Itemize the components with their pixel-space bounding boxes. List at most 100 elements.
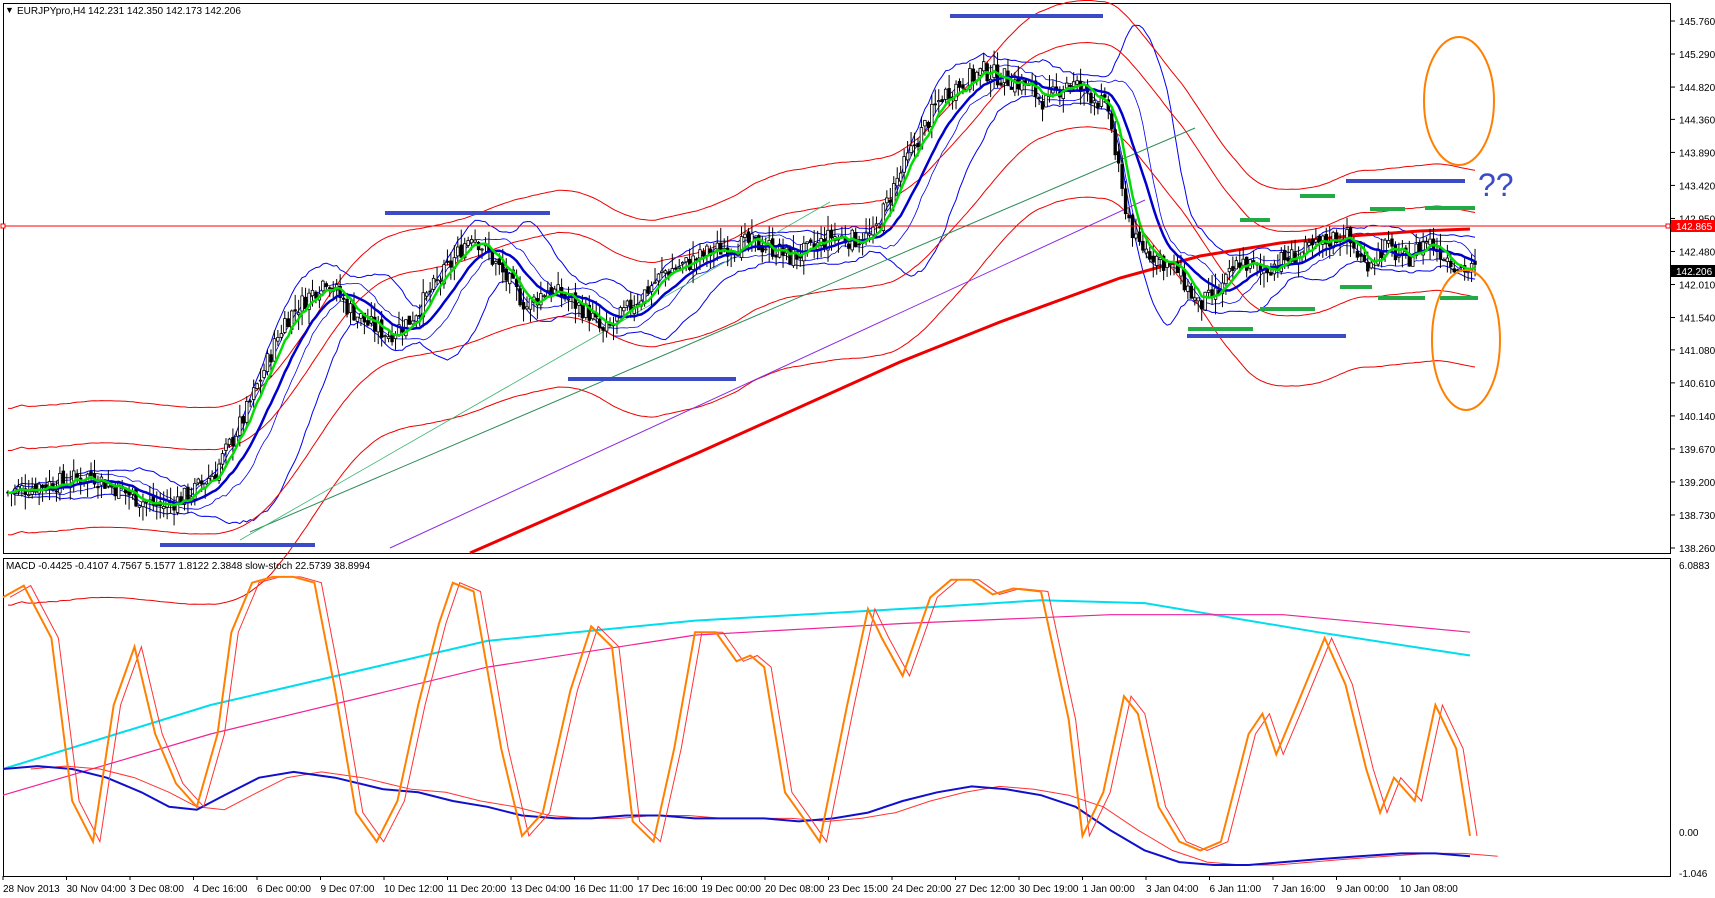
candle-body xyxy=(1269,272,1273,276)
candle-body xyxy=(1044,95,1048,108)
price-axis: 145.760 145.290 144.820 144.360 143.890 143.4… xyxy=(1670,17,1715,555)
candle-body xyxy=(1241,258,1245,266)
candle-body xyxy=(580,303,585,319)
time-tick-label: 30 Dec 19:00 xyxy=(1019,884,1079,895)
candle-body xyxy=(888,199,892,203)
candle-body xyxy=(438,279,443,282)
candle-body xyxy=(701,251,706,257)
candle-body xyxy=(705,245,709,256)
candle-body xyxy=(923,120,927,127)
time-tick-label: 28 Nov 2013 xyxy=(3,884,60,895)
candle-body xyxy=(435,279,439,281)
candle-body xyxy=(764,248,768,251)
indicator-panel-frame xyxy=(3,558,1671,877)
candle-body xyxy=(653,281,657,284)
candle-body xyxy=(1127,214,1131,219)
candle-body xyxy=(1033,80,1038,97)
candle-body xyxy=(1366,262,1370,272)
time-axis: 28 Nov 2013 30 Nov 04:00 3 Dec 08:00 4 Dec … xyxy=(2,876,1458,895)
candle-body xyxy=(466,240,470,246)
candle-body xyxy=(829,229,834,239)
candle-body xyxy=(715,242,719,250)
stoch-main-line xyxy=(2,575,1471,852)
header-menu-icon[interactable]: ▼ xyxy=(5,5,14,15)
candle-body xyxy=(362,312,367,323)
price-tick-label: 140.610 xyxy=(1679,379,1715,390)
candle-body xyxy=(857,243,861,246)
candle-body xyxy=(1324,233,1328,245)
indicator-axis: 6.0883 0.00 -1.046 xyxy=(1679,561,1710,880)
candle-body xyxy=(1213,287,1218,300)
candle-body xyxy=(902,156,906,173)
chart-title: EURJPYpro,H4 xyxy=(17,6,86,17)
candle-body xyxy=(1009,86,1014,90)
candle-body xyxy=(1390,238,1394,247)
candle-body xyxy=(1314,238,1318,243)
candle-body xyxy=(424,292,429,297)
candle-body xyxy=(1200,300,1204,310)
candle-body xyxy=(241,416,245,424)
candle-body xyxy=(1037,97,1041,99)
candle-body xyxy=(940,99,944,102)
candle-body xyxy=(1110,113,1114,130)
candle-body xyxy=(245,401,249,423)
price-tick-label: 144.360 xyxy=(1679,115,1715,126)
candle-body xyxy=(463,243,467,259)
candle-body xyxy=(1203,291,1207,311)
candle-body xyxy=(200,480,204,485)
candle-body xyxy=(293,309,297,312)
candle-body xyxy=(1383,239,1387,256)
time-tick-label: 23 Dec 15:00 xyxy=(829,884,889,895)
candle-body xyxy=(591,312,595,320)
candle-body xyxy=(809,239,813,243)
candle-body xyxy=(501,262,505,273)
candle-body xyxy=(507,273,512,285)
candle-body xyxy=(542,295,546,298)
time-tick-label: 3 Dec 08:00 xyxy=(130,884,184,895)
resistance-levels xyxy=(160,14,1465,547)
candle-body xyxy=(341,297,346,300)
candle-body xyxy=(445,260,450,263)
candle-body xyxy=(359,313,363,319)
time-tick-label: 7 Jan 16:00 xyxy=(1273,884,1326,895)
price-tick-label: 143.420 xyxy=(1679,181,1715,192)
candle-body xyxy=(719,242,723,255)
price-tick-label: 140.140 xyxy=(1679,412,1715,423)
candle-body xyxy=(383,335,387,338)
marked-price-handle-right[interactable] xyxy=(1665,223,1671,229)
candle-body xyxy=(916,143,920,148)
stoch-signal-line xyxy=(9,576,1478,852)
candle-body xyxy=(141,501,145,507)
candle-body xyxy=(743,233,747,238)
candle-body xyxy=(269,354,273,363)
indicator-tick-label: 6.0883 xyxy=(1679,561,1710,572)
candle-body xyxy=(96,486,100,489)
candle-body xyxy=(75,473,79,478)
candle-body xyxy=(1089,92,1093,104)
candle-body xyxy=(1279,251,1283,272)
candle-body xyxy=(33,484,38,493)
candle-body xyxy=(622,307,626,312)
long-magenta-line xyxy=(2,614,1471,796)
candle-body xyxy=(127,490,131,496)
candle-body xyxy=(656,273,661,282)
candle-body xyxy=(1445,257,1450,263)
candle-body xyxy=(1442,259,1446,261)
candle-body xyxy=(373,316,377,332)
candle-body xyxy=(1189,285,1194,299)
price-tick-label: 139.200 xyxy=(1679,478,1715,489)
time-tick-label: 10 Jan 08:00 xyxy=(1400,884,1458,895)
candle-body xyxy=(518,288,522,306)
candle-body xyxy=(303,296,308,310)
candle-body xyxy=(739,236,744,258)
candle-body xyxy=(1092,100,1097,104)
candle-body xyxy=(1165,261,1169,268)
candle-body xyxy=(40,484,45,488)
candle-body xyxy=(182,487,187,505)
violet-trend-line xyxy=(389,199,1146,549)
marked-price-handle[interactable] xyxy=(0,223,6,229)
candle-body xyxy=(1148,251,1152,260)
candle-body xyxy=(909,145,913,154)
candle-body xyxy=(286,318,290,328)
price-tick-label: 141.080 xyxy=(1679,346,1715,357)
